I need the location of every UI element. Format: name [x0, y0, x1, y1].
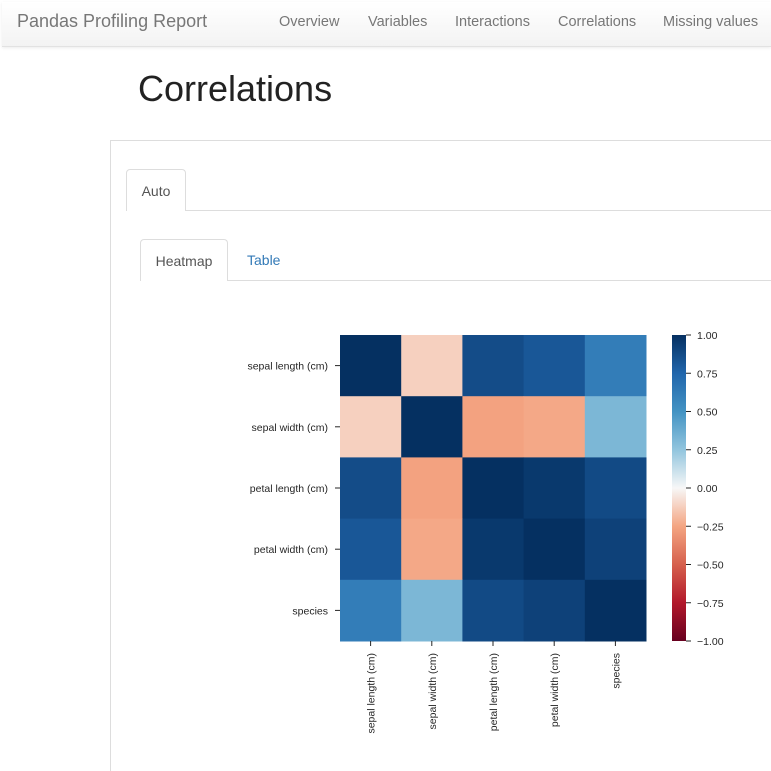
heatmap-cell [523, 518, 586, 581]
col-label: petal length (cm) [488, 653, 500, 731]
heatmap-cell [462, 518, 525, 581]
heatmap-cell [462, 396, 525, 458]
row-label: sepal length (cm) [247, 361, 328, 373]
heatmap-cell [401, 396, 463, 458]
heatmap-cell [584, 396, 647, 458]
top-navbar: Pandas Profiling Report Overview Variabl… [2, 2, 771, 47]
heatmap-cell [340, 335, 402, 397]
colorbar-tick-label: −0.75 [697, 598, 724, 610]
colorbar-tick-label: 0.25 [697, 445, 718, 457]
nav-correlations[interactable]: Correlations [558, 14, 637, 30]
heatmap-cell [340, 457, 402, 520]
colorbar-tick-label: 1.00 [697, 330, 718, 342]
page-title: Correlations [138, 68, 333, 109]
row-label: petal length (cm) [250, 483, 328, 495]
nav-interactions[interactable]: Interactions [455, 14, 530, 30]
heatmap-cell [523, 457, 586, 520]
heatmap-cell [584, 457, 647, 520]
outer-tab-divider [126, 210, 771, 211]
heatmap-cell [523, 396, 586, 458]
tab-heatmap[interactable]: Heatmap [140, 239, 228, 281]
nav-overview[interactable]: Overview [279, 14, 340, 30]
colorbar-tick-label: 0.50 [697, 407, 718, 419]
heatmap-cell [401, 335, 463, 397]
heatmap-cell [584, 518, 647, 581]
heatmap-cell [340, 396, 402, 458]
nav-missing-values[interactable]: Missing values [663, 14, 759, 30]
col-label: sepal width (cm) [427, 653, 439, 729]
heatmap-cell [340, 518, 402, 581]
col-label: species [610, 653, 622, 689]
heatmap-cell [401, 579, 463, 642]
row-label: petal width (cm) [254, 544, 328, 556]
row-label: species [292, 605, 328, 617]
heatmap-cell [523, 335, 586, 397]
nav-variables[interactable]: Variables [368, 14, 428, 30]
heatmap-cell [340, 579, 402, 642]
row-label: sepal width (cm) [252, 422, 328, 434]
heatmap-cell [401, 518, 463, 581]
heatmap-cell [523, 579, 586, 642]
col-label: sepal length (cm) [366, 653, 378, 734]
colorbar-tick-label: −1.00 [697, 636, 724, 648]
brand-title[interactable]: Pandas Profiling Report [17, 11, 208, 31]
heatmap-cell [401, 457, 463, 520]
heatmap-col-labels: sepal length (cm) sepal width (cm) petal l… [366, 641, 622, 734]
colorbar-tick-label: −0.25 [697, 521, 724, 533]
heatmap-cell [584, 579, 647, 642]
colorbar [672, 335, 686, 641]
colorbar-tick-label: 0.75 [697, 368, 718, 380]
inner-tab-divider [140, 280, 771, 281]
heatmap-row-labels: sepal length (cm) sepal width (cm) petal l… [247, 361, 340, 617]
colorbar-tick-label: 0.00 [697, 483, 718, 495]
col-label: petal width (cm) [549, 653, 561, 727]
tab-table[interactable]: Table [247, 252, 281, 268]
heatmap-cell [584, 335, 647, 397]
heatmap-cell [462, 579, 525, 642]
heatmap-cell [462, 335, 525, 397]
correlations-panel [110, 140, 771, 771]
heatmap-cell [462, 457, 525, 520]
tab-auto[interactable]: Auto [126, 169, 186, 211]
heatmap-cells [340, 335, 647, 642]
colorbar-ticks: 1.00 0.75 0.50 0.25 0.00 −0.25 −0.50 −0.75 −1.00 [686, 330, 724, 648]
colorbar-tick-label: −0.50 [697, 560, 724, 572]
